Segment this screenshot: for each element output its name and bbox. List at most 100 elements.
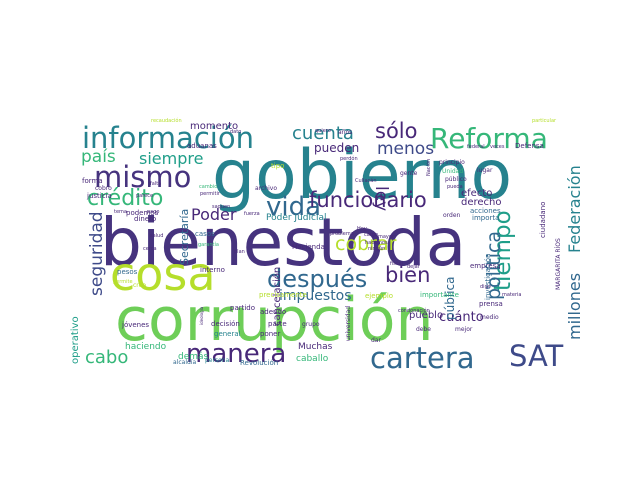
word-pública: pública — [443, 277, 457, 320]
word-hoy: Hoy — [357, 226, 367, 232]
word-investigación: investigación — [484, 254, 492, 300]
word-ningún: ningún — [368, 245, 385, 252]
word-parte: parte — [268, 320, 287, 328]
word-parece: parece — [136, 193, 153, 199]
word-cuenta: cuenta — [292, 123, 354, 144]
word-efecto: efecto — [461, 188, 492, 199]
word-fuerza: fuerza — [244, 211, 260, 217]
word-alcaldía: alcaldía — [173, 359, 196, 366]
word-orden: orden — [443, 212, 461, 219]
word-aduanas: aduanas — [187, 142, 217, 150]
word-cuánto: cuánto — [439, 310, 484, 325]
word-cosa: cosa — [110, 247, 216, 301]
word-ideología: ideología — [199, 306, 204, 325]
word-haciendo: haciendo — [125, 342, 167, 352]
word-cancelación: cancelación — [271, 267, 283, 326]
word-medio: medio — [480, 314, 499, 321]
word-problema: problema — [330, 231, 354, 237]
word-sat: SAT — [509, 339, 564, 373]
word-mismo: mismo — [94, 160, 191, 194]
word-seguridad: seguridad — [87, 211, 107, 296]
word-pueblo: pueblo — [409, 310, 443, 321]
cloud-canvas — [81, 118, 576, 370]
word-tema: tema — [114, 209, 127, 215]
word-política: política — [483, 231, 505, 300]
word-importa: importa — [472, 214, 499, 222]
word-bienestoda: bienestoda — [100, 204, 466, 281]
word-decisión: decisión — [211, 320, 240, 328]
word-cartera: cartera — [370, 341, 475, 375]
word-permitir: permitir — [200, 191, 221, 197]
word-poner: poner — [260, 330, 280, 338]
word-materia: materia — [502, 292, 521, 298]
word-grupo: grupo — [302, 321, 320, 328]
word-persona: persona — [205, 357, 230, 364]
word-cargo: cargo — [364, 232, 378, 238]
word-adeudo: adeudo — [260, 308, 286, 316]
word-ciudadano: ciudadano — [539, 202, 547, 238]
word-muchas: Muchas — [298, 342, 333, 352]
word-caballo: caballo — [296, 354, 329, 364]
word-derecho: derecho — [461, 197, 502, 208]
word-lugar: lugar — [477, 167, 493, 174]
word-pueda: pueda — [447, 184, 463, 190]
word-fiscal: fiscal — [390, 261, 403, 267]
word-impuestos: impuestos — [279, 288, 352, 304]
word-garantía: garantía — [198, 241, 219, 248]
word-cabo: cabo — [85, 347, 128, 368]
word-empresa: empresa — [470, 262, 501, 270]
word-federación: Federación — [565, 165, 584, 253]
word-pueden: pueden — [314, 141, 359, 155]
word-acciones: acciones — [470, 207, 501, 215]
word-condonación: condonación — [398, 307, 430, 314]
word-particular: particular — [532, 118, 557, 124]
word-secretaría: Secretaría — [178, 209, 191, 265]
word-después: después — [267, 265, 367, 293]
word-jóvenes: jóvenes — [121, 321, 149, 329]
word-gobierno: gobierno — [212, 136, 512, 215]
word-saquen: saquen — [212, 204, 230, 210]
word-dato: dato — [230, 129, 241, 135]
word-archivo: archivo — [255, 185, 277, 192]
word-demás: demás — [178, 352, 209, 362]
word-perdón: perdón — [340, 155, 358, 162]
word-precisamente: precisamente — [259, 291, 307, 299]
word-funcionario: funcionario — [309, 188, 427, 212]
word-general: general — [214, 330, 241, 338]
word-interno: interno — [200, 266, 225, 274]
word-cerca: cerca — [143, 246, 157, 252]
word-ejemplo: ejemplo — [365, 292, 393, 300]
word-tiempo: tiempo — [490, 210, 516, 291]
word-siempre: siempre — [139, 149, 203, 168]
word-federal: federal — [467, 144, 485, 150]
word-información: información — [82, 121, 254, 155]
word-creo: creo — [133, 282, 146, 289]
word-nación: Nación — [425, 159, 432, 176]
word-partido: partido — [230, 304, 255, 312]
word-principio: principio — [439, 159, 465, 166]
word-debe: debe — [416, 326, 431, 333]
word-cobro: cobro — [95, 185, 112, 192]
word-gente: gente — [400, 170, 418, 177]
word-menos: menos — [377, 139, 434, 159]
word-sólo: sólo — [375, 119, 417, 143]
word-forma: forma — [82, 177, 103, 185]
word-culiacán: Culiacán — [355, 177, 376, 184]
word-dinero: dinero — [134, 215, 156, 223]
word-falta: falta — [150, 181, 161, 187]
word-prensa: prensa — [479, 300, 503, 308]
word-podemos: podemos — [126, 209, 159, 217]
word-defensa: Defensa — [515, 142, 544, 150]
word-mejor: mejor — [455, 326, 473, 333]
word-manera: manera — [186, 339, 286, 369]
word-hacienda: Hacienda — [292, 243, 325, 251]
word-cobrar: cobrar — [335, 233, 397, 255]
word-revolución: Revolución — [240, 359, 278, 367]
word-millones: millones — [565, 273, 584, 340]
word-momento: momento — [190, 121, 238, 132]
word-pesos: pesos — [117, 268, 138, 276]
word-mayor: mayor — [378, 234, 395, 240]
word-pago: pago — [147, 209, 159, 215]
